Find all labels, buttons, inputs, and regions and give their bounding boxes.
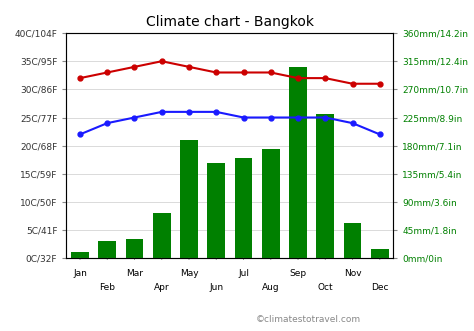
Text: ©climatestotravel.com: ©climatestotravel.com	[256, 315, 361, 324]
Text: Apr: Apr	[154, 283, 170, 292]
Text: Dec: Dec	[371, 283, 389, 292]
Bar	[289, 68, 307, 258]
Bar	[153, 213, 171, 258]
Bar	[344, 222, 361, 258]
Bar	[71, 252, 89, 258]
Bar	[208, 163, 225, 258]
Text: Oct: Oct	[318, 283, 333, 292]
Text: May: May	[180, 269, 198, 278]
Bar	[317, 114, 334, 258]
Bar	[235, 158, 252, 258]
Text: Feb: Feb	[99, 283, 115, 292]
Bar	[99, 241, 116, 258]
Text: Jun: Jun	[209, 283, 223, 292]
Text: Aug: Aug	[262, 283, 280, 292]
Title: Climate chart - Bangkok: Climate chart - Bangkok	[146, 15, 314, 29]
Text: Nov: Nov	[344, 269, 361, 278]
Bar	[126, 239, 143, 258]
Bar	[262, 149, 280, 258]
Bar	[180, 140, 198, 258]
Text: Sep: Sep	[290, 269, 307, 278]
Text: Jul: Jul	[238, 269, 249, 278]
Text: Jan: Jan	[73, 269, 87, 278]
Text: Mar: Mar	[126, 269, 143, 278]
Bar	[371, 250, 389, 258]
